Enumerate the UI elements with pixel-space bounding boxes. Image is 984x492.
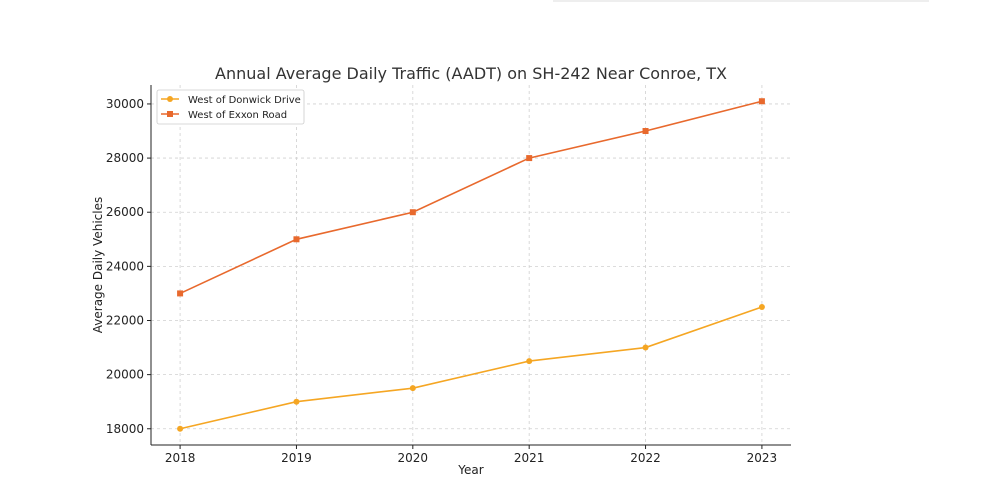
y-tick-label: 18000	[106, 422, 144, 436]
legend-marker	[167, 96, 173, 102]
x-tick-label: 2022	[630, 451, 661, 465]
data-point	[642, 344, 649, 351]
data-point	[526, 358, 533, 365]
x-tick-label: 2019	[281, 451, 312, 465]
axes: 2018 2019 2020 2021 2022 2023 18000 20000 22000 2…	[106, 85, 791, 465]
series-line-exxon	[179, 100, 763, 295]
x-axis-label: Year	[457, 463, 483, 477]
y-tick-label: 24000	[106, 259, 144, 273]
legend-marker	[167, 111, 173, 117]
x-tick-label: 2021	[514, 451, 545, 465]
y-tick-label: 28000	[106, 151, 144, 165]
data-point	[293, 398, 300, 405]
grid-lines	[151, 85, 791, 445]
series-group	[177, 98, 765, 432]
y-tick-label: 22000	[106, 313, 144, 327]
data-point	[177, 425, 184, 432]
data-point	[642, 128, 649, 135]
data-point	[758, 98, 765, 105]
x-tick-label: 2020	[398, 451, 429, 465]
data-point	[177, 290, 184, 297]
legend-box	[156, 89, 305, 125]
data-point	[758, 303, 765, 310]
y-tick-label: 20000	[106, 368, 144, 382]
legend: West of Donwick Drive West of Exxon Road	[156, 89, 305, 125]
data-point	[293, 236, 300, 243]
top-edge-strip	[553, 0, 929, 2]
y-tick-label: 26000	[106, 205, 144, 219]
data-point	[409, 209, 416, 216]
legend-label: West of Exxon Road	[188, 110, 287, 121]
chart-title: Annual Average Daily Traffic (AADT) on S…	[215, 64, 727, 83]
legend-label: West of Donwick Drive	[188, 95, 301, 106]
data-point	[526, 155, 533, 162]
x-tick-label: 2023	[747, 451, 778, 465]
y-tick-label: 30000	[106, 97, 144, 111]
y-axis-label: Average Daily Vehicles	[91, 197, 105, 333]
series-line-donwick	[179, 306, 763, 430]
x-tick-label: 2018	[165, 451, 196, 465]
data-point	[409, 385, 416, 392]
